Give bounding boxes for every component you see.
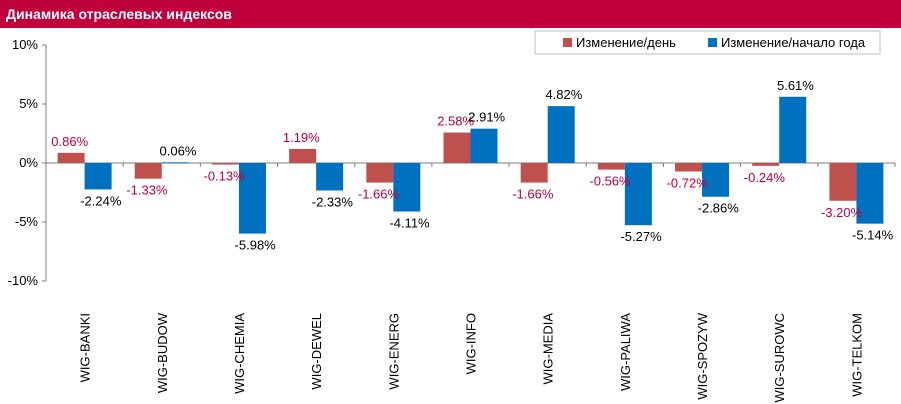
legend-label-day: Изменение/день [576, 35, 676, 50]
category-label: WIG-BUDOW [155, 312, 170, 393]
bar-year [238, 163, 266, 234]
chart-title: Динамика отраслевых индексов [6, 6, 232, 22]
data-label-year: -2.24% [80, 193, 122, 208]
data-label-day: -3.20% [821, 205, 863, 220]
category-label: WIG-INFO [464, 313, 479, 374]
bar-day [211, 163, 239, 165]
y-tick-label: 10% [12, 37, 38, 52]
data-label-year: 0.06% [160, 143, 197, 158]
bar-day [829, 163, 857, 201]
category-label: WIG-CHEMIA [232, 313, 247, 394]
data-label-day: -1.66% [358, 187, 400, 202]
bar-day [675, 163, 703, 172]
bar-year [779, 96, 807, 163]
category-label: WIG-BANKI [78, 313, 93, 382]
data-label-day: -1.33% [126, 183, 168, 198]
y-tick-label: 0% [19, 155, 38, 170]
data-label-year: -5.98% [235, 238, 277, 253]
bar-year [393, 163, 421, 212]
legend: Изменение/день Изменение/начало года [534, 30, 881, 55]
category-label: WIG-ENERG [386, 313, 401, 390]
legend-label-year: Изменение/начало года [721, 35, 866, 50]
title-bar: Динамика отраслевых индексов [0, 0, 901, 28]
bar-day [57, 152, 85, 163]
data-label-year: 2.91% [468, 110, 505, 125]
legend-swatch-year [708, 38, 717, 47]
data-label-year: -5.14% [852, 228, 894, 243]
bar-year [84, 163, 112, 190]
bar-day [289, 148, 317, 163]
bar-day [752, 163, 780, 166]
data-label-year: -4.11% [389, 215, 430, 230]
data-label-day: -0.56% [589, 174, 631, 189]
data-label-day: 1.19% [283, 130, 320, 145]
category-label: WIG-SUROWC [772, 313, 787, 403]
legend-swatch-day [563, 38, 572, 47]
bar-day [443, 132, 471, 163]
bar-year [856, 163, 884, 224]
data-label-year: -2.86% [698, 201, 740, 216]
data-label-day: -0.24% [744, 170, 786, 185]
bars [57, 96, 884, 234]
data-label-day: -1.66% [512, 187, 554, 202]
data-label-year: 4.82% [545, 87, 582, 102]
category-labels: WIG-BANKI WIG-BUDOW WIG-CHEMIA WIG-DEWEL WIG… [78, 312, 865, 402]
bar-day [597, 163, 625, 170]
bar-year [161, 162, 189, 164]
bar-year [470, 128, 498, 163]
data-label-day: 2.58% [437, 114, 474, 129]
bar-year [316, 163, 344, 191]
y-tick-label: -5% [15, 214, 39, 229]
category-label: WIG-TELKOM [849, 313, 864, 397]
y-tick-label: 5% [19, 96, 38, 111]
data-label-year: -2.33% [312, 194, 354, 209]
data-label-day: 0.86% [51, 134, 88, 149]
category-label: WIG-PALIWA [618, 313, 633, 391]
bar-day [520, 163, 548, 183]
bar-year [547, 106, 575, 163]
bar-year [702, 163, 730, 197]
data-label-year: 5.61% [777, 78, 814, 93]
data-label-day: -0.13% [204, 169, 246, 184]
category-label: WIG-MEDIA [541, 313, 556, 385]
data-label-year: -5.27% [620, 229, 662, 244]
legend-box [534, 30, 881, 55]
category-label: WIG-SPOZYW [695, 312, 710, 399]
bar-year [624, 163, 652, 226]
data-label-day: -0.72% [667, 175, 709, 190]
data-labels: 0.86% -2.24% -1.33% 0.06% -0.13% -5.98% 1.19% -… [51, 78, 893, 253]
y-tick-label: -10% [8, 273, 39, 288]
bar-day [366, 163, 394, 183]
category-label: WIG-DEWEL [309, 313, 324, 390]
bar-day [134, 163, 162, 179]
